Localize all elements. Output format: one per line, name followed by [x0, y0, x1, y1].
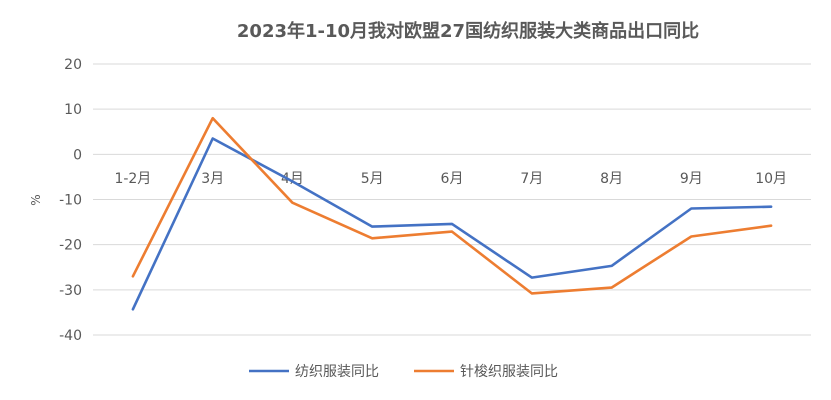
y-axis-ticks: 20 10 0 -10 -20 -30 -40 [59, 57, 82, 344]
series-line-2 [131, 116, 773, 295]
x-category-label: 3月 [201, 171, 224, 187]
x-category-label: 5月 [361, 171, 384, 187]
x-category-label: 7月 [520, 171, 543, 187]
legend: 纺织服装同比 针梭织服装同比 [249, 363, 558, 380]
x-category-label: 1-2月 [114, 171, 151, 187]
x-axis-categories: 1-2月 3月 4月 5月 6月 7月 8月 9月 10月 [114, 171, 787, 187]
x-category-label: 8月 [600, 171, 623, 187]
x-category-label: 4月 [281, 171, 304, 187]
series-lines [131, 116, 773, 311]
gridlines [93, 63, 811, 336]
y-tick-label: -10 [59, 193, 82, 209]
legend-label: 针梭织服装同比 [460, 363, 558, 380]
y-tick-label: 0 [73, 147, 82, 163]
x-category-label: 6月 [441, 171, 464, 187]
y-tick-label: -30 [59, 283, 82, 299]
y-axis-label: % [29, 194, 43, 205]
x-category-label: 10月 [755, 171, 787, 187]
y-tick-label: 20 [64, 57, 82, 73]
x-category-label: 9月 [680, 171, 703, 187]
legend-label: 纺织服装同比 [295, 364, 379, 380]
y-tick-label: -20 [59, 238, 82, 254]
y-tick-label: -40 [59, 328, 82, 344]
chart-title: 2023年1-10月我对欧盟27国纺织服装大类商品出口同比 [237, 20, 699, 42]
y-tick-label: 10 [64, 102, 82, 118]
